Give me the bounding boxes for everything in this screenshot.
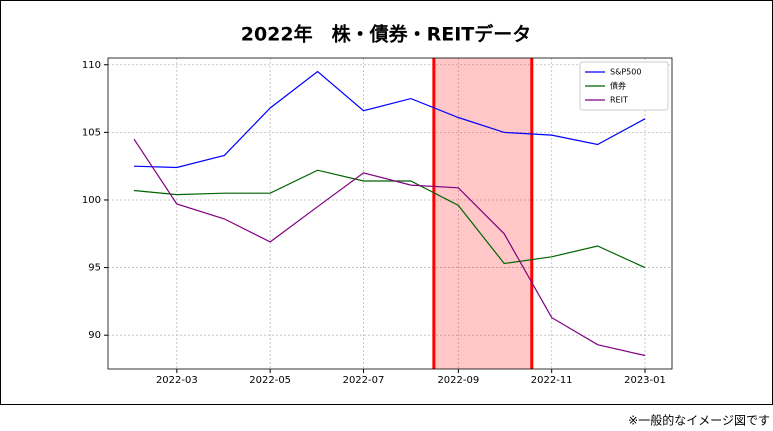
x-tick-label: 2023-01 xyxy=(624,375,666,386)
y-tick-label: 95 xyxy=(88,263,101,274)
legend-label: S&P500 xyxy=(610,68,641,77)
frame xyxy=(0,0,773,405)
series-line xyxy=(133,138,646,357)
legend-label: REIT xyxy=(610,96,628,105)
x-tick-label: 2022-05 xyxy=(249,375,291,386)
y-tick-label: 90 xyxy=(88,330,101,341)
legend-box xyxy=(579,61,669,111)
plot-frame xyxy=(107,57,673,370)
legend-label: 債券 xyxy=(610,81,626,91)
y-tick-label: 110 xyxy=(82,60,101,71)
footnote: ※一般的なイメージ図です xyxy=(628,413,770,428)
legend: S&P500 債券 REIT xyxy=(579,61,669,111)
highlight-region xyxy=(433,58,532,369)
x-tick-label: 2022-07 xyxy=(343,375,385,386)
x-tick-label: 2022-11 xyxy=(531,375,573,386)
series-line xyxy=(133,70,646,169)
chart-title: 2022年 株・債券・REITデータ xyxy=(241,23,532,46)
series-line xyxy=(133,169,646,269)
x-tick-label: 2022-09 xyxy=(437,375,479,386)
y-tick-label: 100 xyxy=(82,195,101,206)
y-tick-label: 105 xyxy=(82,127,101,138)
x-tick-label: 2022-03 xyxy=(156,375,198,386)
